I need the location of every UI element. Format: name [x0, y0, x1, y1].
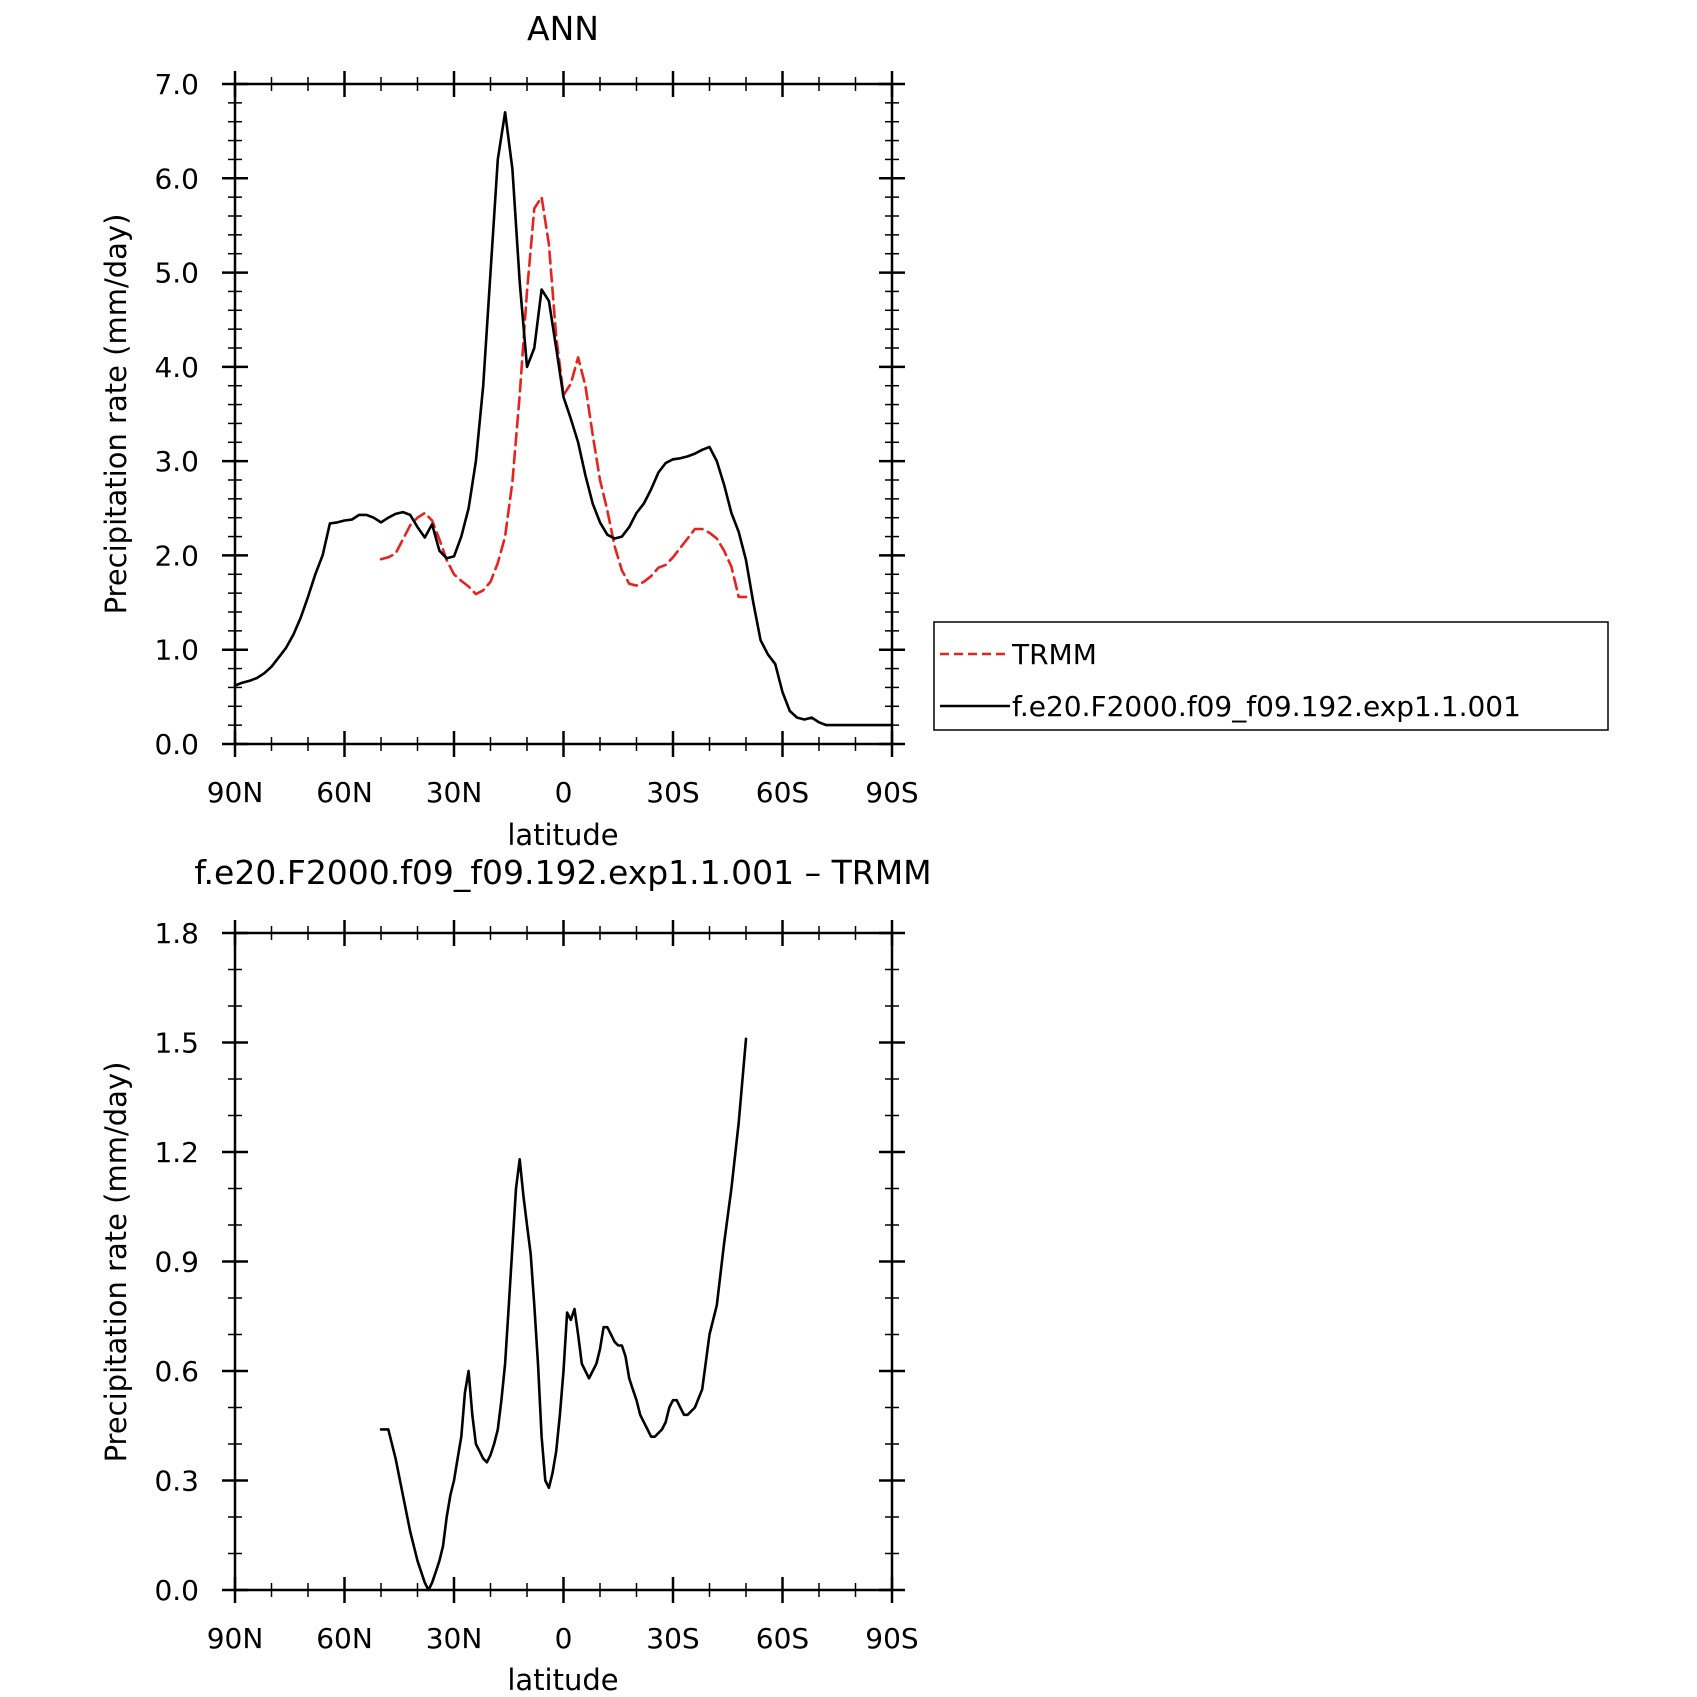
y-tick-labels: 0.0 0.3 0.6 0.9 1.2 1.5 1.8 — [154, 917, 199, 1607]
legend-label-trmm: TRMM — [1011, 638, 1097, 671]
panel-bottom: f.e20.F2000.f09_f09.192.exp1.1.001 – TRM… — [99, 853, 932, 1697]
plot-frame — [233, 931, 894, 1592]
y-tick-label: 2.0 — [154, 539, 199, 572]
y-tick-label: 0.9 — [154, 1246, 199, 1279]
x-tick-label: 90S — [865, 1622, 918, 1655]
y-axis-ticks — [222, 71, 905, 757]
y-tick-label: 7.0 — [154, 68, 199, 101]
series-group — [379, 1037, 748, 1592]
panel-top: ANN 0.0 1.0 2.0 3.0 4.0 5.0 6.0 7.0 90N 60N 30N 0 3… — [99, 9, 1609, 852]
y-tick-label: 4.0 — [154, 351, 199, 384]
x-tick-label: 0 — [555, 1622, 573, 1655]
x-tick-label: 90N — [207, 1622, 264, 1655]
y-tick-label: 1.8 — [154, 917, 199, 950]
chart-title: ANN — [527, 9, 599, 48]
y-tick-label: 1.5 — [154, 1027, 199, 1060]
x-tick-label: 30N — [426, 1622, 483, 1655]
y-tick-label: 5.0 — [154, 257, 199, 290]
y-tick-label: 1.0 — [154, 634, 199, 667]
series-line-model — [233, 111, 894, 727]
x-axis-label: latitude — [507, 1663, 618, 1697]
chart-title: f.e20.F2000.f09_f09.192.exp1.1.001 – TRM… — [194, 853, 931, 892]
x-tick-labels: 90N 60N 30N 0 30S 60S 90S — [207, 1622, 919, 1655]
y-tick-label: 3.0 — [154, 445, 199, 478]
x-tick-labels: 90N 60N 30N 0 30S 60S 90S — [207, 776, 919, 809]
y-axis-label: Precipitation rate (mm/day) — [99, 214, 133, 615]
x-tick-label: 90N — [207, 776, 264, 809]
legend-label-model: f.e20.F2000.f09_f09.192.exp1.1.001 — [1012, 690, 1521, 723]
plot-frame — [233, 82, 894, 746]
y-tick-label: 1.2 — [154, 1136, 199, 1169]
y-tick-label: 6.0 — [154, 162, 199, 195]
legend-box — [933, 621, 1609, 731]
x-tick-label: 90S — [865, 776, 918, 809]
x-tick-label: 60N — [316, 1622, 373, 1655]
y-tick-label: 0.0 — [154, 1574, 199, 1607]
x-tick-label: 0 — [555, 776, 573, 809]
y-tick-label: 0.0 — [154, 728, 199, 761]
series-group — [233, 111, 894, 727]
y-tick-label: 0.6 — [154, 1355, 199, 1388]
x-axis-label: latitude — [507, 818, 618, 852]
x-tick-label: 30N — [426, 776, 483, 809]
x-tick-label: 60N — [316, 776, 373, 809]
y-axis-label: Precipitation rate (mm/day) — [99, 1062, 133, 1463]
legend: TRMM f.e20.F2000.f09_f09.192.exp1.1.001 — [933, 621, 1609, 731]
x-tick-label: 30S — [646, 1622, 699, 1655]
y-tick-labels: 0.0 1.0 2.0 3.0 4.0 5.0 6.0 7.0 — [154, 68, 199, 761]
y-tick-label: 0.3 — [154, 1465, 199, 1498]
y-axis-ticks — [222, 920, 905, 1603]
x-tick-label: 30S — [646, 776, 699, 809]
series-line-difference — [379, 1037, 748, 1592]
x-tick-label: 60S — [756, 1622, 809, 1655]
x-tick-label: 60S — [756, 776, 809, 809]
